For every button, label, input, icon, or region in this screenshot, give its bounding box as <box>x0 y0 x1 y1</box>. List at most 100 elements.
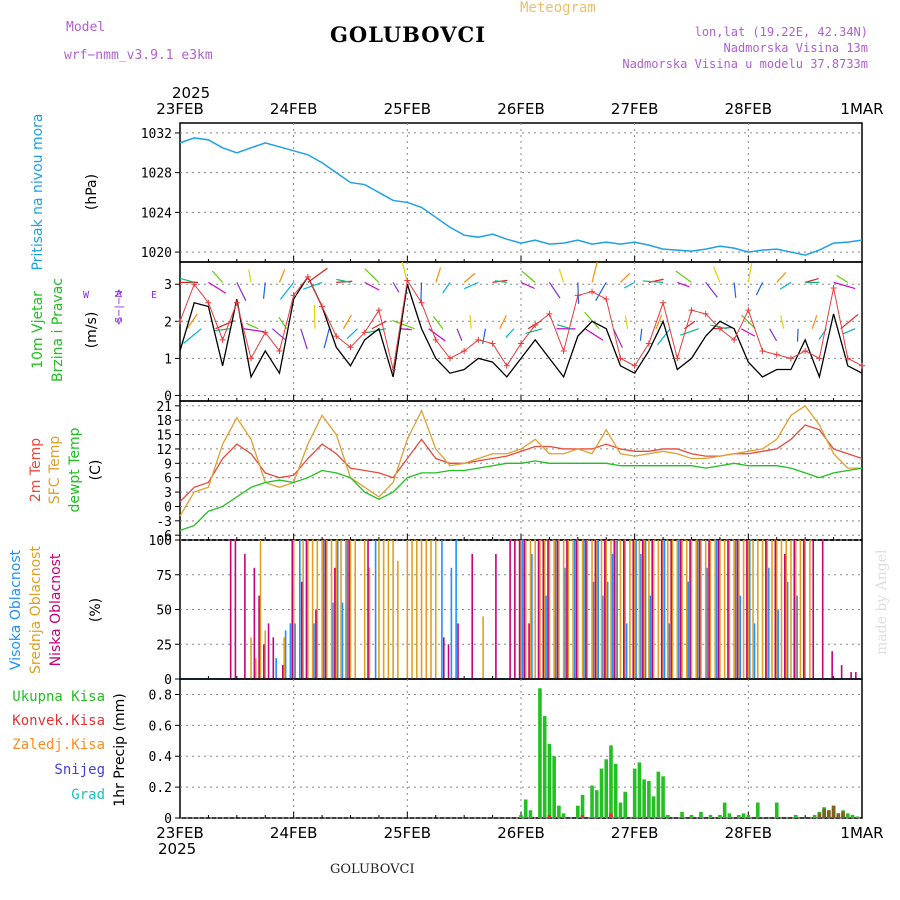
wind-direction-arrow <box>520 281 535 290</box>
precip-total-bar <box>561 813 566 818</box>
wind-direction-arrow <box>805 277 819 283</box>
gust-marker <box>248 355 255 362</box>
time-label-bottom: 26FEB <box>497 824 544 842</box>
gust-marker <box>532 322 539 329</box>
gust-marker <box>475 336 482 343</box>
y-tick-label: 50 <box>156 604 172 619</box>
wind-direction-arrow <box>521 270 536 283</box>
wind-unit: (m/s) <box>84 312 100 349</box>
wind-direction-arrow <box>248 269 252 283</box>
wind-dir-w: W <box>83 290 90 301</box>
wind-direction-arrow <box>183 328 202 344</box>
precip-total-bar <box>812 814 817 818</box>
y-tick-label: 0.6 <box>149 719 172 734</box>
wind-direction-arrow <box>469 314 472 329</box>
wind-direction-arrow <box>428 328 446 342</box>
gust-marker <box>688 307 695 314</box>
time-label-top: 25FEB <box>384 100 431 118</box>
time-label-bottom: 1MAR <box>840 824 883 842</box>
cloud-label-high: Visoka Oblacnost <box>8 549 24 670</box>
wind-direction-arrow <box>677 281 690 288</box>
gust-marker <box>631 362 638 369</box>
cloud-label-low: Niska Oblacnost <box>48 553 64 666</box>
wind-direction-arrow <box>639 328 643 341</box>
precip-conv-bar <box>547 814 552 818</box>
wind-direction-arrow <box>236 282 247 302</box>
wind-direction-arrow <box>392 282 400 293</box>
wind-direction-arrow <box>208 281 227 294</box>
precip-total-bar <box>590 785 594 818</box>
precip-total-bar <box>623 791 627 818</box>
precip-total-bar <box>666 814 670 818</box>
precip-total-bar <box>618 802 623 818</box>
wind-direction-arrow <box>211 270 224 283</box>
location-lonlat: lon,lat (19.22E, 42.34N) <box>694 25 868 39</box>
wind-direction-arrow <box>733 282 737 298</box>
wind-direction-arrow <box>307 267 328 283</box>
precip-total-bar <box>528 810 533 818</box>
time-label-top: 28FEB <box>725 100 772 118</box>
wind-direction-arrow <box>840 313 859 330</box>
wind-direction-arrow <box>499 315 507 329</box>
gust-marker <box>731 336 738 343</box>
wind-dir-n: N <box>114 290 125 297</box>
time-label-bottom: 24FEB <box>270 824 317 842</box>
gust-marker <box>347 344 354 351</box>
wind-direction-arrow <box>323 328 330 349</box>
gust-marker <box>702 310 709 317</box>
y-tick-label: -6 <box>156 529 172 544</box>
pressure-unit: (hPa) <box>84 174 100 210</box>
precip-total-bar <box>519 814 523 818</box>
wind-direction-arrow <box>494 280 507 283</box>
gust-marker <box>574 292 581 299</box>
precip-total-bar <box>538 688 542 818</box>
page-title: GOLUBOVCI <box>330 22 487 47</box>
wind-direction-arrow <box>612 328 623 348</box>
precip-total-bar <box>609 745 613 818</box>
dewpoint-line <box>179 460 863 532</box>
precip-total-bar <box>632 768 637 818</box>
precip-label-frozen: Zaledj.Kisa <box>12 737 105 753</box>
gust-marker <box>830 284 837 291</box>
precip-total-bar <box>647 780 651 818</box>
wind-direction-arrow <box>591 262 598 283</box>
y-tick-label: 75 <box>156 569 172 584</box>
wind-label-1: 10m Vjetar <box>30 291 46 369</box>
wind-direction-arrow <box>656 328 671 346</box>
model-name: wrf−nmm_v3.9.1 e3km <box>64 48 213 63</box>
gust-marker <box>304 273 311 280</box>
gust-marker <box>461 347 468 354</box>
wind-direction-arrow <box>769 328 778 342</box>
wind-direction-arrow <box>392 319 415 330</box>
time-label-top: 26FEB <box>497 100 544 118</box>
gust-marker <box>233 299 240 306</box>
time-label-bottom: 23FEB <box>156 824 203 842</box>
wind-direction-arrow <box>279 282 295 300</box>
precip-frozen-bar <box>841 811 845 818</box>
wind-direction-arrow <box>525 328 543 334</box>
gust-marker <box>503 362 510 369</box>
precip-total-bar <box>576 805 580 818</box>
wind-direction-arrow <box>243 328 265 333</box>
y-tick-label: 9 <box>164 457 172 472</box>
precip-total-bar <box>718 814 722 818</box>
wind-direction-arrow <box>680 328 699 336</box>
gust-marker <box>859 362 865 369</box>
wind-direction-arrow <box>300 328 308 350</box>
y-tick-label: 100 <box>149 534 172 549</box>
precip-label-total: Ukupna Kisa <box>12 689 105 705</box>
precip-label-graupel: Grad <box>71 787 105 803</box>
y-tick-label: 1020 <box>141 246 172 261</box>
gust-marker <box>219 336 226 343</box>
precip-total-bar <box>708 814 713 818</box>
gust-marker <box>560 347 567 354</box>
precip-total-bar <box>580 794 585 818</box>
precip-total-bar <box>756 802 760 818</box>
wind-direction-arrow <box>246 322 259 330</box>
sfc-temp-line <box>179 404 862 517</box>
y-tick-label: -3 <box>156 515 172 530</box>
gust-marker <box>276 347 283 354</box>
gust-marker <box>390 366 397 373</box>
model-label: Model <box>66 20 106 35</box>
precip-total-bar <box>557 805 561 818</box>
